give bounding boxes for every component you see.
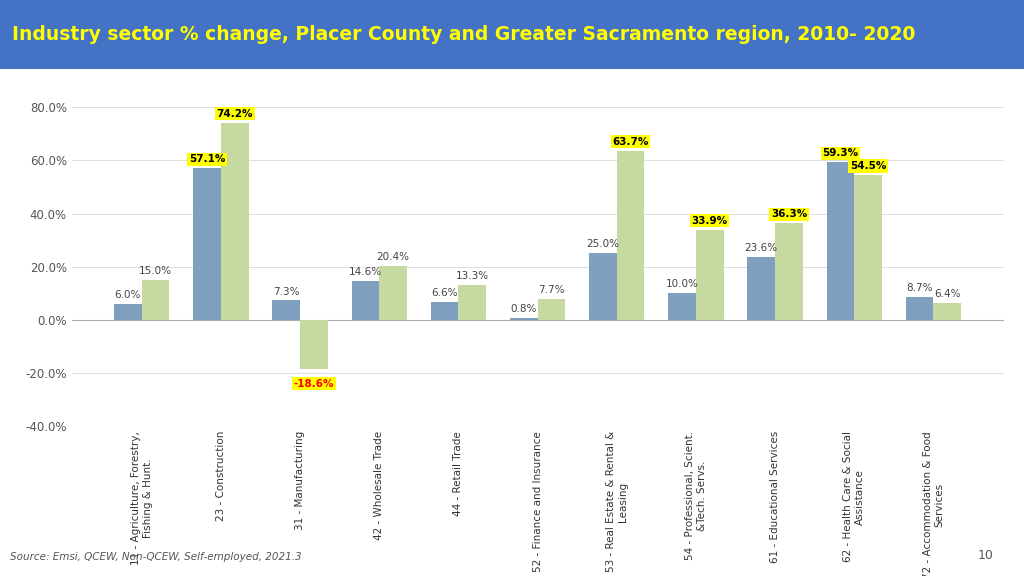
Text: 13.3%: 13.3% xyxy=(456,271,488,281)
Bar xyxy=(510,318,538,320)
Text: 10: 10 xyxy=(977,548,993,562)
Text: 23.6%: 23.6% xyxy=(744,243,778,253)
Text: 33.9%: 33.9% xyxy=(692,216,728,226)
Bar xyxy=(351,281,379,320)
Bar xyxy=(589,253,616,320)
Text: 7.3%: 7.3% xyxy=(273,286,299,297)
Bar xyxy=(221,123,249,320)
Bar xyxy=(748,257,775,320)
Bar xyxy=(775,223,803,320)
Text: 59.3%: 59.3% xyxy=(822,148,858,158)
Bar xyxy=(934,303,962,320)
Text: 8.7%: 8.7% xyxy=(906,283,933,293)
Text: Source: Emsi, QCEW, Non-QCEW, Self-employed, 2021.3: Source: Emsi, QCEW, Non-QCEW, Self-emplo… xyxy=(10,552,302,562)
Bar xyxy=(379,266,407,320)
Bar xyxy=(194,168,221,320)
Text: 10.0%: 10.0% xyxy=(666,279,698,289)
Text: 20.4%: 20.4% xyxy=(377,252,410,262)
Text: 36.3%: 36.3% xyxy=(771,210,807,219)
Text: 25.0%: 25.0% xyxy=(587,240,620,249)
Bar xyxy=(669,293,696,320)
Bar xyxy=(300,320,328,369)
Text: 74.2%: 74.2% xyxy=(216,109,253,119)
Text: 14.6%: 14.6% xyxy=(349,267,382,277)
Bar xyxy=(459,285,486,320)
Bar xyxy=(616,150,644,320)
Bar xyxy=(114,304,141,320)
Text: 63.7%: 63.7% xyxy=(612,137,649,146)
Text: Industry sector % change, Placer County and Greater Sacramento region, 2010- 202: Industry sector % change, Placer County … xyxy=(12,25,915,44)
Bar xyxy=(854,175,882,320)
Text: 6.6%: 6.6% xyxy=(431,289,458,298)
Bar xyxy=(431,302,459,320)
Text: 15.0%: 15.0% xyxy=(139,266,172,276)
Text: 6.0%: 6.0% xyxy=(115,290,141,300)
Bar xyxy=(826,162,854,320)
Bar xyxy=(272,301,300,320)
Text: 7.7%: 7.7% xyxy=(539,286,564,295)
Text: 0.8%: 0.8% xyxy=(511,304,537,314)
Text: -18.6%: -18.6% xyxy=(294,378,334,389)
Bar xyxy=(141,280,169,320)
Bar xyxy=(538,300,565,320)
Text: 54.5%: 54.5% xyxy=(850,161,887,171)
Bar xyxy=(696,230,724,320)
Text: 57.1%: 57.1% xyxy=(188,154,225,164)
Bar xyxy=(906,297,934,320)
Text: 6.4%: 6.4% xyxy=(934,289,961,299)
